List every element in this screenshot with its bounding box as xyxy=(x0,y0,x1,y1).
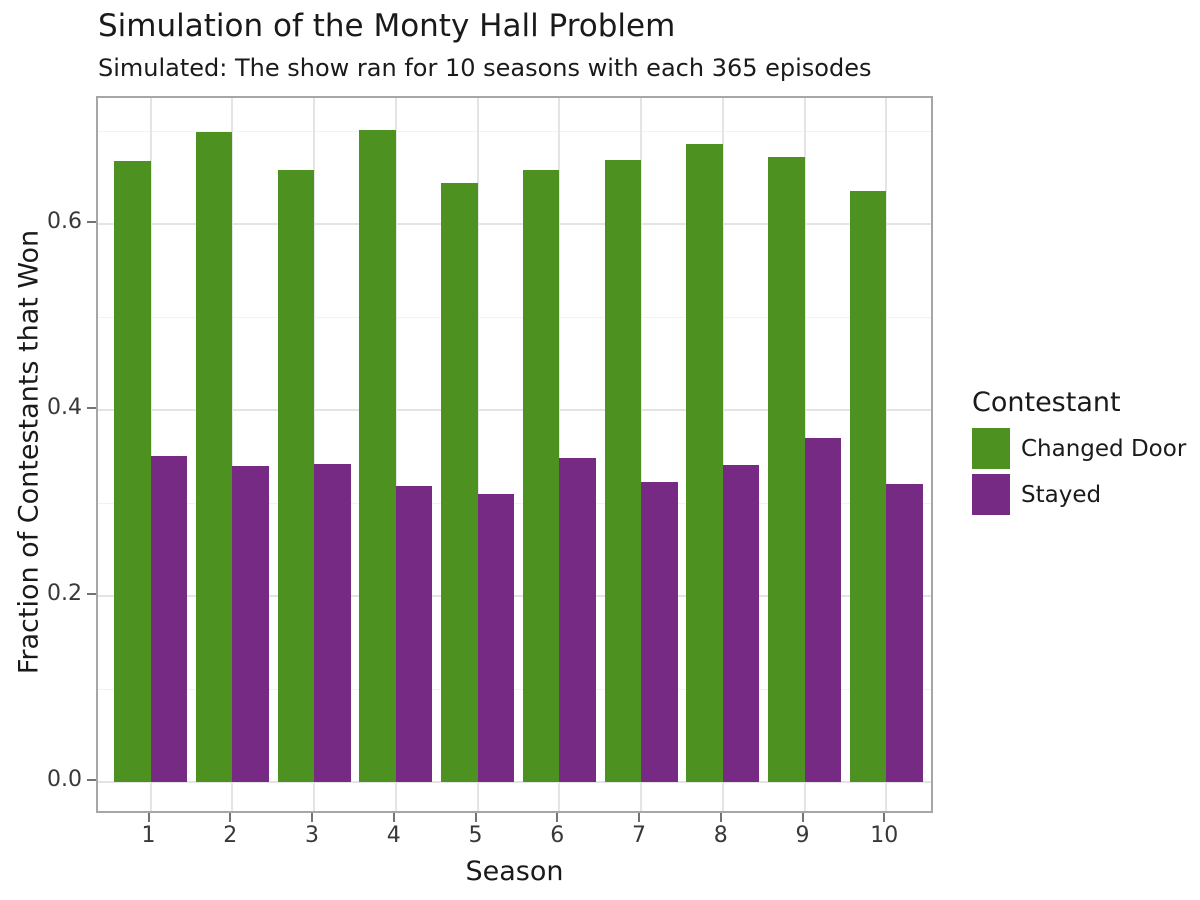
y-tick-label: 0.2 xyxy=(47,581,82,606)
x-tick-mark xyxy=(474,813,477,822)
y-axis-title: Fraction of Contestants that Won xyxy=(13,229,45,675)
x-tick-label: 6 xyxy=(550,823,565,848)
gridline-minor xyxy=(98,503,931,504)
x-tick-label: 9 xyxy=(795,823,810,848)
y-tick-mark xyxy=(87,593,96,595)
gridline-minor xyxy=(98,131,931,132)
bar-stayed-season-8 xyxy=(722,464,760,782)
x-tick-mark xyxy=(801,813,804,822)
legend-label-changed-door: Changed Door xyxy=(1021,435,1187,462)
legend-swatch-changed-door-icon xyxy=(972,428,1010,469)
x-axis-title: Season xyxy=(465,856,564,887)
x-tick-mark xyxy=(719,813,722,822)
bar-stayed-season-7 xyxy=(641,481,678,782)
gridline-major xyxy=(98,781,931,783)
x-tick-label: 7 xyxy=(632,823,646,848)
gridline-vertical xyxy=(231,98,234,811)
y-tick-label: 0.4 xyxy=(47,395,82,420)
bar-changed-door-season-5 xyxy=(441,183,478,782)
y-tick-label: 0.6 xyxy=(47,209,82,234)
x-tick-mark xyxy=(311,813,313,822)
gridline-vertical xyxy=(149,98,152,811)
y-tick-mark xyxy=(87,221,96,223)
x-tick-mark xyxy=(883,813,886,822)
bar-changed-door-season-7 xyxy=(604,159,641,782)
bar-stayed-season-9 xyxy=(804,437,841,782)
legend-title: Contestant xyxy=(972,387,1121,418)
x-tick-label: 1 xyxy=(141,823,156,848)
bar-changed-door-season-9 xyxy=(768,157,805,782)
bar-stayed-season-6 xyxy=(559,458,596,782)
bar-stayed-season-1 xyxy=(150,455,187,782)
y-tick-mark xyxy=(87,779,96,781)
gridline-vertical xyxy=(476,98,479,811)
legend-item-changed-door: Changed Door xyxy=(972,428,1186,469)
gridline-major xyxy=(98,223,931,225)
bar-changed-door-season-8 xyxy=(686,144,723,782)
bar-changed-door-season-2 xyxy=(195,131,233,782)
gridline-vertical xyxy=(640,98,642,811)
legend-swatch-stayed-icon xyxy=(972,474,1010,515)
gridline-minor xyxy=(98,689,931,690)
x-tick-mark xyxy=(556,813,559,822)
x-tick-mark xyxy=(638,813,640,822)
gridline-vertical xyxy=(721,98,724,811)
bar-stayed-season-10 xyxy=(886,484,923,782)
bar-stayed-season-2 xyxy=(232,465,269,782)
plot-panel xyxy=(96,96,933,813)
legend-item-stayed: Stayed xyxy=(972,474,1186,515)
x-tick-label: 5 xyxy=(468,823,483,848)
x-tick-label: 4 xyxy=(386,823,401,848)
x-tick-mark xyxy=(229,813,232,822)
gridline-vertical xyxy=(313,98,315,811)
gridline-vertical xyxy=(558,98,561,811)
x-tick-label: 2 xyxy=(223,823,238,848)
bar-changed-door-season-10 xyxy=(849,190,887,782)
gridline-major xyxy=(98,409,931,411)
bar-stayed-season-4 xyxy=(395,486,433,782)
bar-changed-door-season-6 xyxy=(522,170,560,782)
bar-stayed-season-5 xyxy=(477,493,514,782)
x-tick-mark xyxy=(147,813,150,822)
x-tick-mark xyxy=(392,813,395,822)
bar-changed-door-season-3 xyxy=(277,170,314,782)
bar-stayed-season-3 xyxy=(314,463,351,782)
legend: Contestant Changed Door Stayed xyxy=(972,387,1186,520)
chart-title: Simulation of the Monty Hall Problem xyxy=(98,8,676,44)
gridline-major xyxy=(98,595,931,597)
y-tick-label: 0.0 xyxy=(47,767,82,792)
x-tick-label: 3 xyxy=(305,823,319,848)
y-tick-mark xyxy=(87,407,96,409)
legend-label-stayed: Stayed xyxy=(1021,481,1102,508)
gridline-minor xyxy=(98,317,931,318)
gridline-vertical xyxy=(394,98,397,811)
x-tick-label: 8 xyxy=(713,823,728,848)
x-tick-label: 10 xyxy=(870,823,899,848)
chart-subtitle: Simulated: The show ran for 10 seasons w… xyxy=(98,54,872,82)
bar-changed-door-season-4 xyxy=(359,130,396,782)
bar-changed-door-season-1 xyxy=(114,160,151,782)
gridline-vertical xyxy=(885,98,888,811)
